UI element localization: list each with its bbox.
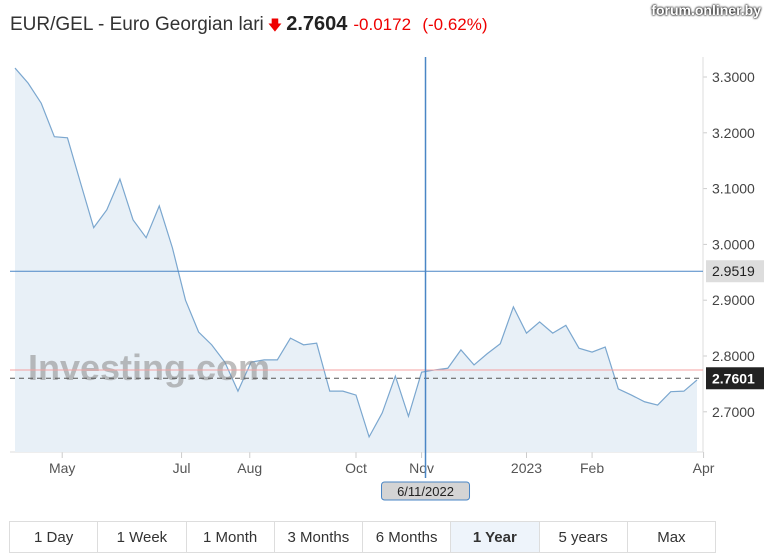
range-1-week[interactable]: 1 Week — [98, 522, 187, 552]
y-tick-label: 3.1000 — [712, 181, 755, 197]
pair-name: EUR/GEL - Euro Georgian lari — [10, 14, 264, 35]
area-fill — [15, 68, 697, 453]
x-tick-label: Oct — [345, 460, 367, 476]
investing-logo: Investing.com — [28, 347, 270, 388]
range-selector: 1 Day 1 Week 1 Month 3 Months 6 Months 1 Year… — [9, 521, 716, 553]
x-tick-label: Apr — [693, 460, 715, 476]
x-tick-label: Feb — [580, 460, 604, 476]
price: 2.7604 — [286, 13, 348, 35]
range-3-months[interactable]: 3 Months — [275, 522, 363, 552]
x-tick-label: May — [49, 460, 75, 476]
arrow-down-icon: 🡇 — [267, 17, 283, 33]
crosshair-date-badge — [381, 481, 471, 501]
x-tick-label: 2023 — [511, 460, 542, 476]
x-tick-label: Jul — [173, 460, 191, 476]
y-tick-label: 2.8000 — [712, 348, 755, 364]
last-value-badge — [706, 367, 764, 390]
last-value-label: 2.7601 — [712, 370, 755, 386]
price-chart[interactable]: 3.3000 3.2000 3.1000 3.0000 2.9000 2.8000 2.70… — [0, 0, 767, 520]
crosshair-value-label: 2.9519 — [712, 263, 755, 279]
x-tick-label: Nov — [409, 460, 434, 476]
y-tick-label: 3.2000 — [712, 125, 755, 141]
x-tick-label: Aug — [237, 460, 262, 476]
crosshair-value-badge — [706, 260, 764, 283]
y-tick-label: 3.3000 — [712, 69, 755, 85]
chart-title: EUR/GEL - Euro Georgian lari 🡇 2.7604 -0.01… — [10, 13, 488, 39]
forum-watermark: forum.onliner.by — [651, 2, 761, 18]
change-pct: (-0.62%) — [422, 15, 488, 34]
range-1-day[interactable]: 1 Day — [10, 522, 99, 552]
y-tick-label: 3.0000 — [712, 236, 755, 252]
range-max[interactable]: Max — [657, 528, 686, 546]
range-5-years[interactable]: 5 years — [540, 522, 628, 552]
change: -0.0172 — [353, 15, 412, 34]
crosshair-date-label: 6/11/2022 — [397, 484, 454, 499]
range-1-month[interactable]: 1 Month — [187, 522, 275, 552]
y-tick-label: 2.7000 — [712, 404, 755, 420]
range-6-months[interactable]: 6 Months — [363, 522, 452, 552]
range-1-year[interactable]: 1 Year — [451, 522, 540, 552]
y-tick-label: 2.9000 — [712, 292, 755, 308]
